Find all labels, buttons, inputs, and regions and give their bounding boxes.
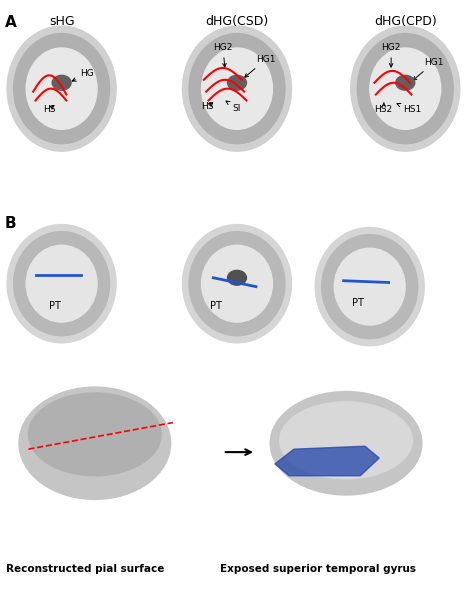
Polygon shape bbox=[275, 446, 379, 476]
Text: HS1: HS1 bbox=[397, 103, 421, 114]
Text: HS: HS bbox=[201, 102, 214, 111]
Ellipse shape bbox=[201, 245, 273, 322]
Text: HG: HG bbox=[72, 69, 94, 81]
Text: PT: PT bbox=[48, 301, 61, 311]
Ellipse shape bbox=[189, 34, 285, 144]
Ellipse shape bbox=[182, 26, 292, 151]
Ellipse shape bbox=[52, 75, 71, 90]
Ellipse shape bbox=[26, 245, 97, 322]
Ellipse shape bbox=[228, 271, 246, 285]
Ellipse shape bbox=[280, 402, 412, 479]
Text: dHG(CPD): dHG(CPD) bbox=[374, 15, 437, 28]
Text: PT: PT bbox=[210, 301, 222, 311]
Text: SI: SI bbox=[226, 101, 241, 112]
Text: B: B bbox=[5, 216, 17, 230]
Ellipse shape bbox=[370, 48, 441, 129]
Text: Reconstructed pial surface: Reconstructed pial surface bbox=[6, 564, 164, 574]
Ellipse shape bbox=[322, 235, 418, 339]
Ellipse shape bbox=[357, 34, 453, 144]
Text: HS: HS bbox=[43, 105, 55, 114]
Ellipse shape bbox=[7, 26, 116, 151]
Ellipse shape bbox=[19, 387, 171, 499]
Ellipse shape bbox=[315, 228, 424, 346]
Ellipse shape bbox=[182, 225, 292, 343]
Ellipse shape bbox=[270, 391, 422, 495]
Ellipse shape bbox=[14, 34, 109, 144]
Ellipse shape bbox=[26, 48, 97, 129]
Text: PT: PT bbox=[352, 298, 364, 309]
Ellipse shape bbox=[396, 75, 415, 90]
Ellipse shape bbox=[189, 232, 285, 336]
Text: Exposed superior temporal gyrus: Exposed superior temporal gyrus bbox=[219, 564, 416, 574]
Text: HG2: HG2 bbox=[382, 43, 401, 67]
Ellipse shape bbox=[201, 48, 273, 129]
Text: A: A bbox=[5, 15, 17, 30]
Text: HG1: HG1 bbox=[413, 58, 444, 80]
Text: sHG: sHG bbox=[49, 15, 74, 28]
Ellipse shape bbox=[7, 225, 116, 343]
Ellipse shape bbox=[228, 75, 246, 90]
Text: HG1: HG1 bbox=[245, 55, 275, 77]
Text: HG2: HG2 bbox=[213, 43, 233, 67]
Ellipse shape bbox=[351, 26, 460, 151]
Ellipse shape bbox=[28, 393, 161, 476]
Ellipse shape bbox=[14, 232, 109, 336]
Ellipse shape bbox=[334, 248, 405, 325]
Text: dHG(CSD): dHG(CSD) bbox=[205, 15, 269, 28]
Text: HS2: HS2 bbox=[374, 102, 392, 114]
